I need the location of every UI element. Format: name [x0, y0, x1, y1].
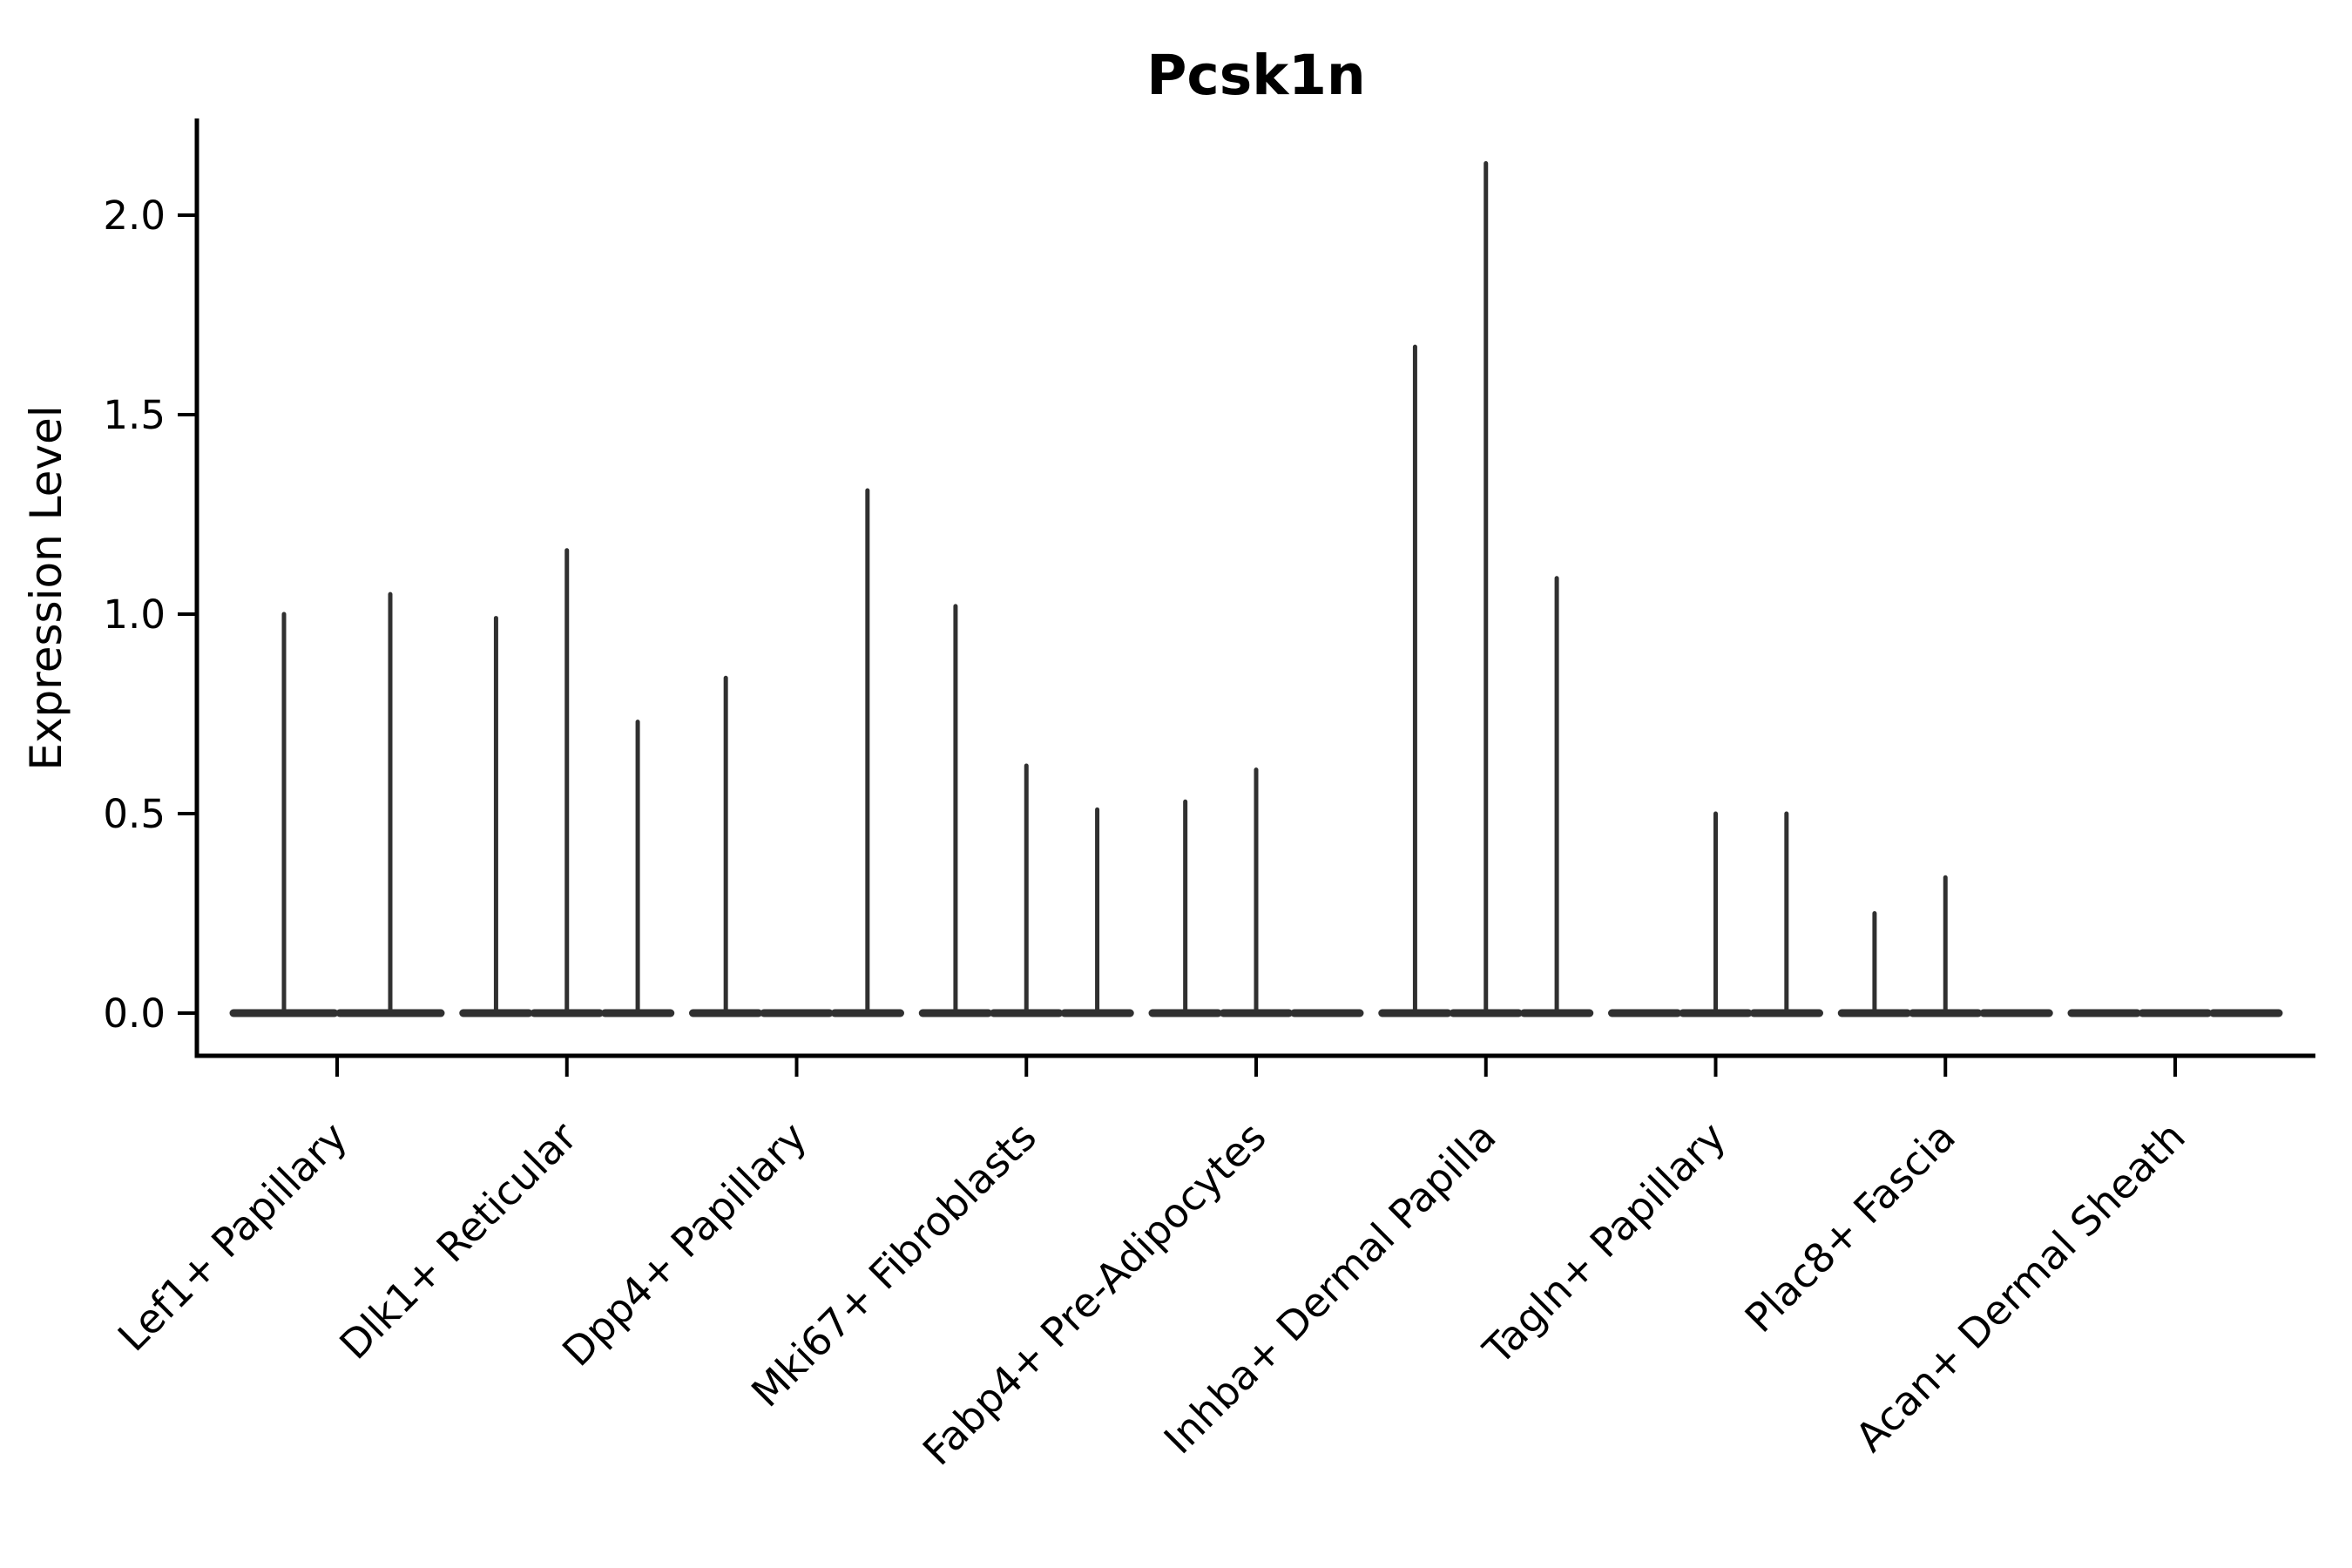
violin-group: [1608, 811, 1823, 1017]
plot-title: Pcsk1n: [1146, 44, 1366, 107]
y-axis-label: Expression Level: [21, 405, 71, 770]
violins: [229, 160, 2283, 1017]
violin-group: [918, 604, 1134, 1017]
violin-group: [1148, 767, 1364, 1017]
x-tick-label: Dlk1+ Reticular: [330, 1113, 585, 1369]
x-tick-label: Tagln+ Papillary: [1474, 1113, 1735, 1375]
y-tick-label: 2.0: [103, 193, 166, 239]
y-tick-label: 0.0: [103, 990, 166, 1037]
violin-group: [689, 488, 904, 1017]
violin-group: [1837, 875, 2053, 1017]
y-tick-label: 1.0: [103, 591, 166, 638]
y-tick-label: 0.5: [103, 791, 166, 837]
violin-group: [229, 591, 445, 1017]
violin-group: [1378, 160, 1594, 1017]
x-tick-label: Plac8+ Fascia: [1736, 1113, 1964, 1342]
violin-group: [459, 548, 675, 1017]
y-tick-label: 1.5: [103, 392, 166, 438]
x-tick-label: Dpp4+ Papillary: [553, 1113, 815, 1375]
x-tick-label: Lef1+ Papillary: [109, 1113, 356, 1361]
y-axis-ticks: 0.0 0.5 1.0 1.5 2.0: [103, 193, 197, 1037]
